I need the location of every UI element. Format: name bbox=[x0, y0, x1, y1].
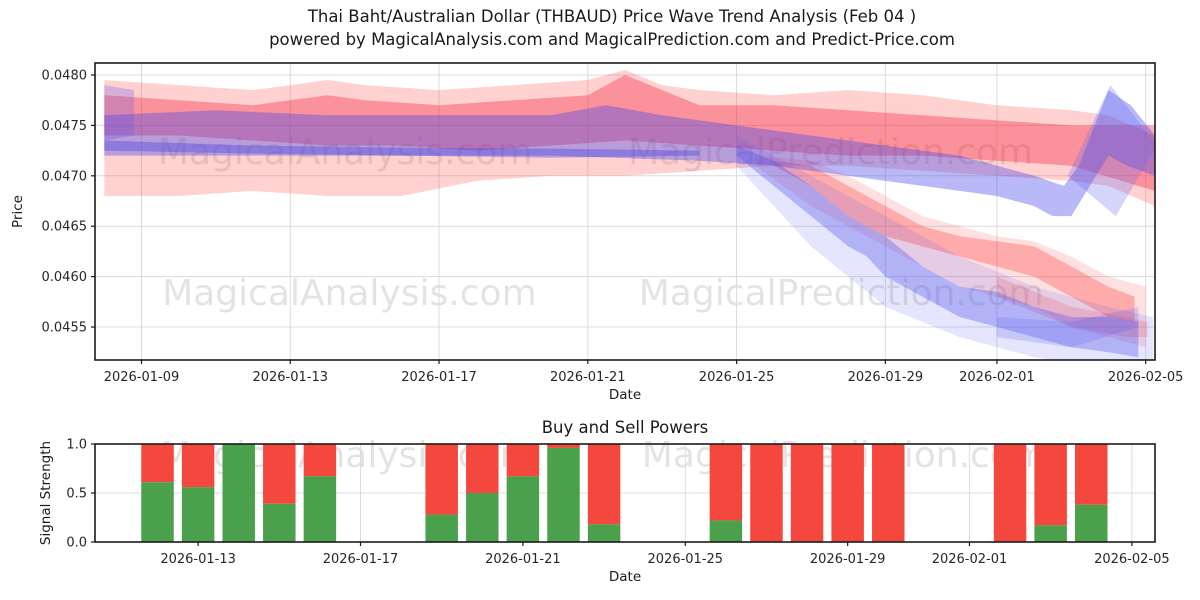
bar-segment-sell bbox=[181, 444, 215, 488]
x-tick-label: 2026-01-17 bbox=[323, 552, 399, 567]
bar-segment-buy bbox=[506, 476, 540, 542]
x-tick-label: 2026-01-21 bbox=[550, 370, 626, 385]
y-tick-label: 0.0480 bbox=[42, 68, 88, 83]
x-axis-label: Date bbox=[609, 387, 641, 403]
x-tick-label: 2026-01-17 bbox=[401, 370, 477, 385]
bars bbox=[141, 444, 1108, 542]
bar-segment-sell bbox=[466, 444, 499, 493]
x-tick-label: 2026-01-25 bbox=[648, 552, 724, 567]
y-tick-label: 0.0465 bbox=[42, 220, 88, 235]
bar-segment-sell bbox=[831, 444, 864, 542]
x-tick-label: 2026-02-01 bbox=[959, 370, 1035, 385]
bar-segment-sell bbox=[750, 444, 783, 542]
watermark-text: MagicalAnalysis.com bbox=[162, 273, 536, 314]
x-tick-label: 2026-01-29 bbox=[810, 552, 886, 567]
bar-segment-sell bbox=[993, 444, 1027, 542]
y-tick-label: 0.0470 bbox=[42, 169, 88, 184]
wave-band-red-core-high bbox=[104, 75, 1155, 191]
bar-segment-buy bbox=[466, 493, 499, 542]
x-tick-label: 2026-02-05 bbox=[1094, 552, 1170, 567]
y-axis-label: Signal Strength bbox=[38, 441, 54, 545]
bar-segment-sell bbox=[547, 444, 580, 448]
bar-segment-buy bbox=[141, 482, 174, 542]
y-tick-label: 0.0460 bbox=[42, 270, 88, 285]
bar-segment-sell bbox=[141, 444, 174, 483]
buy-sell-powers-chart: MagicalAnalysis.comMagicalPrediction.com… bbox=[38, 418, 1170, 585]
plot-frame bbox=[94, 62, 1156, 361]
y-tick-label: 1.0 bbox=[66, 438, 87, 453]
wave-band-blue-descending bbox=[736, 145, 1139, 358]
wave-band-blue-end-diamond bbox=[1067, 85, 1155, 217]
bar-segment-buy bbox=[1075, 504, 1108, 542]
bar-segment-buy bbox=[425, 514, 458, 542]
subplot-title: Buy and Sell Powers bbox=[542, 418, 709, 437]
x-axis-label: Date bbox=[609, 569, 641, 585]
bar-segment-sell bbox=[1034, 444, 1067, 526]
watermark-text: MagicalAnalysis.com bbox=[158, 132, 532, 173]
bar-segment-buy bbox=[181, 487, 215, 542]
x-tick-label: 2026-01-09 bbox=[104, 370, 180, 385]
bar-segment-sell bbox=[303, 444, 337, 477]
bar-segment-buy bbox=[263, 503, 296, 542]
bar-segment-buy bbox=[587, 524, 621, 542]
figure-title-line1: Thai Baht/Australian Dollar (THBAUD) Pri… bbox=[307, 7, 916, 26]
wave-band-blue-strip bbox=[104, 140, 700, 158]
wave-bands bbox=[104, 70, 1155, 360]
watermark-text: MagicalPrediction.com bbox=[639, 273, 1044, 314]
y-tick-label: 0.0 bbox=[66, 536, 87, 551]
x-tick-label: 2026-01-25 bbox=[699, 370, 775, 385]
y-tick-label: 0.0475 bbox=[42, 119, 88, 134]
wave-band-red-envelope-high bbox=[104, 70, 1155, 207]
bar-segment-buy bbox=[222, 444, 255, 542]
wave-band-red-descending-thin bbox=[996, 276, 1148, 338]
x-tick-label: 2026-02-05 bbox=[1108, 370, 1184, 385]
wave-band-blue-core bbox=[104, 90, 1155, 217]
bar-segment-sell bbox=[872, 444, 905, 542]
y-tick-label: 0.5 bbox=[66, 487, 87, 502]
wave-band-blue-descending-outer bbox=[736, 135, 1154, 360]
x-tick-label: 2026-01-21 bbox=[485, 552, 561, 567]
bar-segment-sell bbox=[587, 444, 621, 525]
wave-band-red-descending-outer bbox=[755, 155, 1146, 348]
price-wave-chart: MagicalAnalysis.com MagicalPrediction.com… bbox=[10, 62, 1184, 403]
x-tick-label: 2026-01-13 bbox=[252, 370, 328, 385]
bar-segment-buy bbox=[1034, 525, 1067, 542]
y-tick-label: 0.0455 bbox=[42, 321, 88, 336]
bar-segment-sell bbox=[506, 444, 540, 477]
wave-band-blue-descending-thin bbox=[996, 306, 1139, 348]
figure-title-line2: powered by MagicalAnalysis.com and Magic… bbox=[269, 30, 955, 49]
x-tick-label: 2026-02-01 bbox=[932, 552, 1008, 567]
bar-segment-sell bbox=[425, 444, 458, 515]
bar-segment-buy bbox=[303, 476, 337, 542]
bar-segment-sell bbox=[709, 444, 743, 521]
bar-segment-buy bbox=[547, 447, 580, 542]
y-axis-label: Price bbox=[10, 195, 26, 228]
x-tick-label: 2026-01-13 bbox=[160, 552, 236, 567]
wave-band-blue-left-block bbox=[104, 85, 135, 141]
bar-segment-buy bbox=[709, 520, 743, 542]
bar-segment-sell bbox=[1075, 444, 1108, 505]
bar-segment-sell bbox=[790, 444, 824, 542]
watermark-text: MagicalPrediction.com bbox=[628, 132, 1033, 173]
bar-segment-sell bbox=[263, 444, 296, 504]
wave-band-red-descending bbox=[773, 160, 1135, 322]
x-tick-label: 2026-01-29 bbox=[848, 370, 924, 385]
